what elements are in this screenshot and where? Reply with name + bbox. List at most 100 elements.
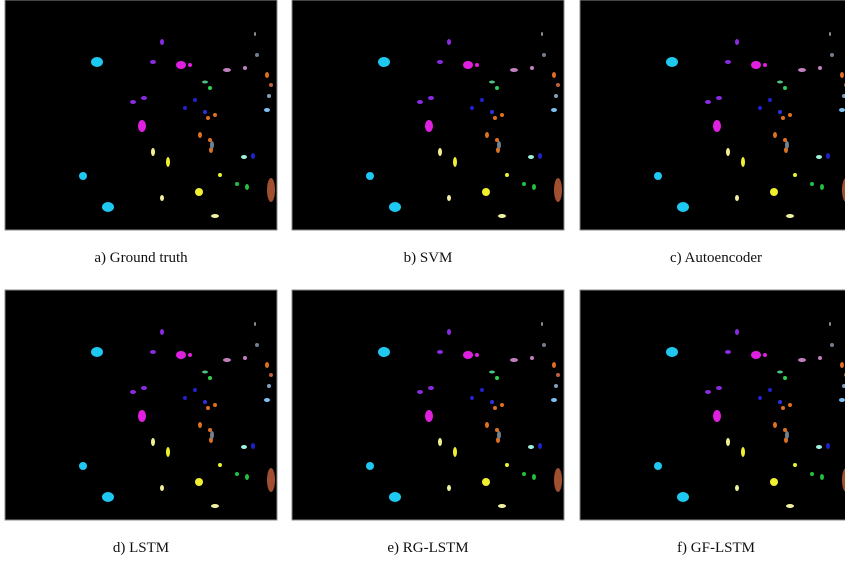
class-region [725,350,731,354]
class-region [91,57,103,67]
panel: c) Autoencoder [580,0,845,266]
class-region [206,406,210,410]
class-region [235,472,239,476]
class-region [829,322,831,326]
class-region [541,322,543,326]
class-region [778,400,782,404]
class-region [166,447,170,457]
class-region [210,141,214,149]
class-region [176,61,186,69]
class-region [497,431,501,439]
class-region [735,485,739,491]
class-region [150,60,156,64]
class-region [166,157,170,167]
class-region [781,116,785,120]
class-region [654,172,662,180]
class-region [213,403,217,407]
class-region [428,386,434,390]
class-region [490,110,494,114]
class-region [500,113,504,117]
class-region [783,376,787,380]
class-region [551,398,557,402]
class-region [198,422,202,428]
classification-map [5,0,277,230]
class-region [195,188,203,196]
class-region [530,356,534,360]
class-region [839,398,845,402]
class-region [211,214,219,218]
class-region [447,195,451,201]
class-region [498,214,506,218]
class-region [773,132,777,138]
class-region [138,410,146,422]
class-region [788,403,792,407]
class-region [505,173,509,177]
class-region [552,72,556,78]
panel-caption: d) LSTM [113,540,169,556]
class-region [265,362,269,368]
class-region [482,188,490,196]
class-region [783,86,787,90]
class-region [505,463,509,467]
class-region [741,447,745,457]
class-region [816,155,822,159]
class-region [556,83,560,87]
class-region [770,478,778,486]
class-region [763,63,767,67]
class-region [522,472,526,476]
panel-caption: b) SVM [404,250,453,266]
class-region [150,350,156,354]
class-region [79,462,87,470]
class-region [735,329,739,335]
class-region [463,61,473,69]
class-region [554,178,562,202]
class-region [241,445,247,449]
class-region [151,148,155,156]
class-region [255,53,259,57]
class-region [542,343,546,347]
class-region [798,358,806,362]
class-region [195,478,203,486]
class-region [556,373,560,377]
class-region [254,32,256,36]
class-region [777,371,783,374]
class-region [786,504,794,508]
class-region [417,390,423,394]
classification-map [292,0,564,230]
class-region [193,98,197,102]
class-region [141,386,147,390]
class-region [463,351,473,359]
class-region [480,388,484,392]
panel: e) RG-LSTM [292,290,564,556]
panel: a) Ground truth [5,0,277,266]
class-region [389,202,401,212]
class-region [788,113,792,117]
class-region [480,98,484,102]
class-region [378,347,390,357]
class-region [210,431,214,439]
class-region [726,438,730,446]
class-region [254,322,256,326]
class-region [500,403,504,407]
class-region [485,132,489,138]
class-region [532,184,536,190]
class-region [470,396,474,400]
class-region [552,362,556,368]
class-region [528,445,534,449]
class-region [183,106,187,110]
classification-map [292,290,564,520]
class-region [160,485,164,491]
class-region [438,438,442,446]
class-region [751,61,761,69]
class-region [223,358,231,362]
class-region [141,96,147,100]
class-region [818,66,822,70]
class-region [830,343,834,347]
class-region [839,108,845,112]
class-region [495,376,499,380]
class-region [269,83,273,87]
class-region [666,347,678,357]
class-region [840,362,844,368]
class-region [251,153,255,159]
class-region [79,172,87,180]
